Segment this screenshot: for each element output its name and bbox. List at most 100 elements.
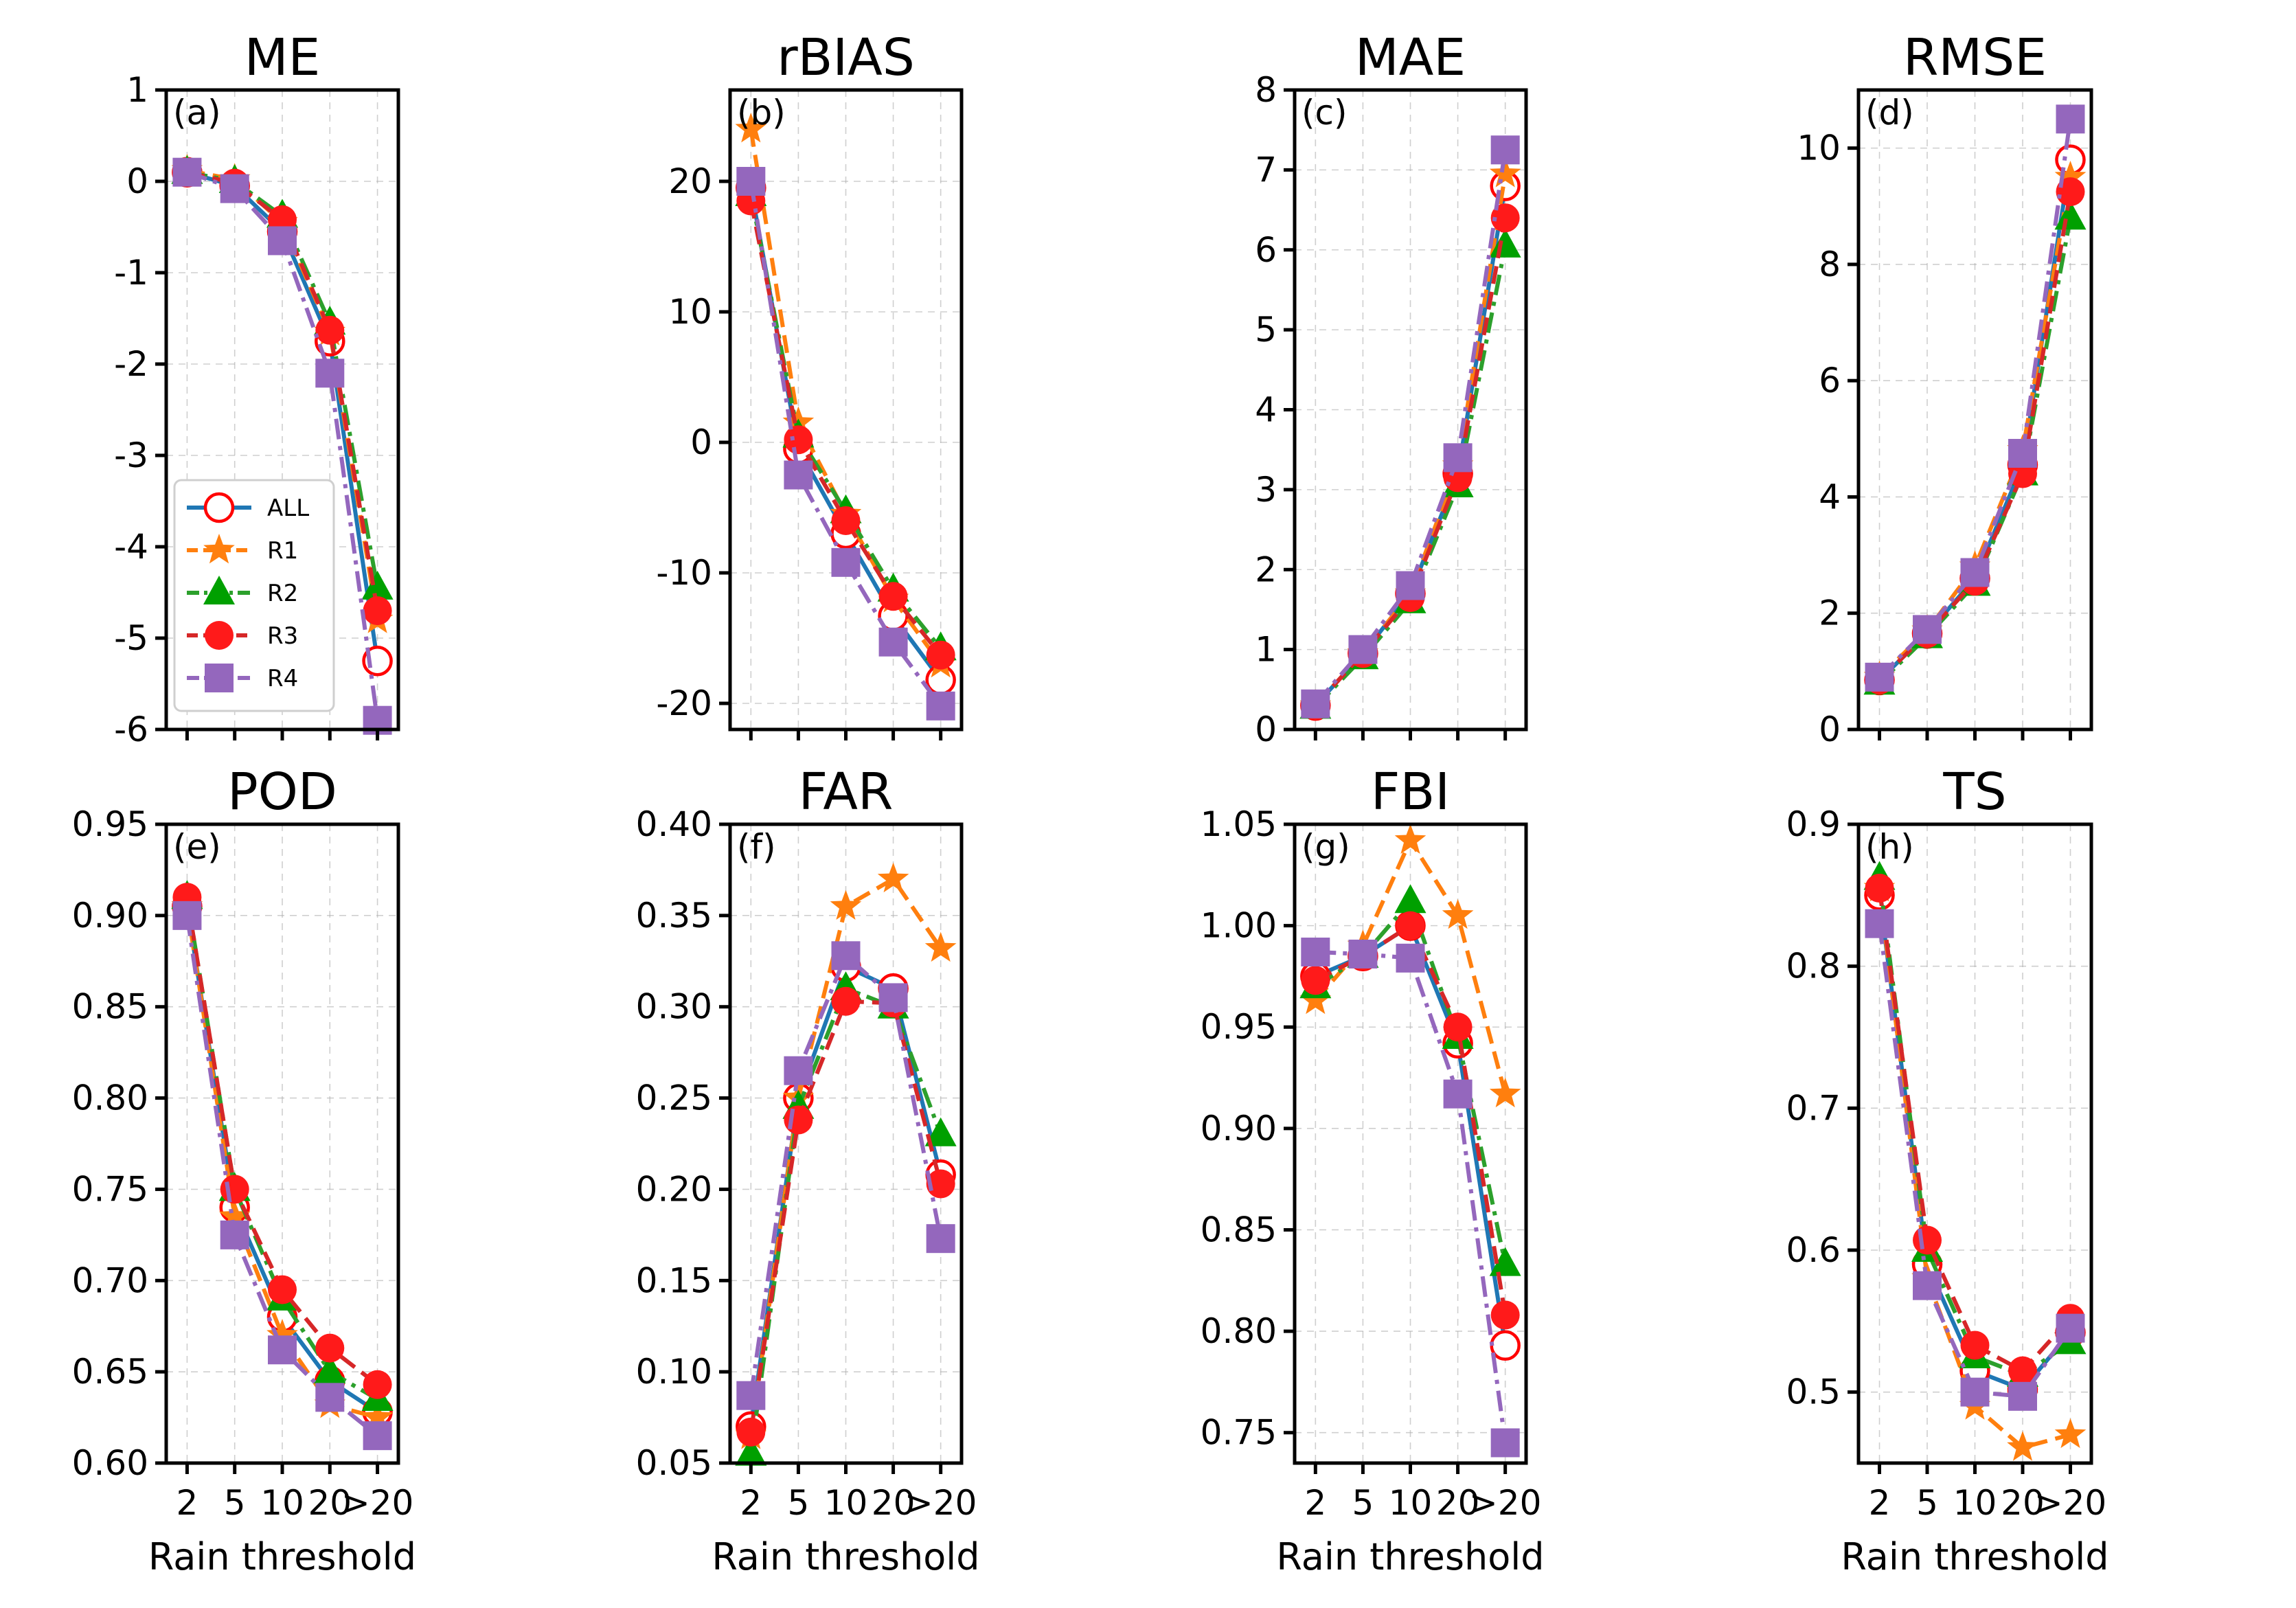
rbias-ytick-label: 0 (690, 422, 712, 462)
fbi-point-r3-10 (1396, 911, 1425, 940)
mae-ytick-label: 1 (1255, 630, 1277, 670)
far-point-r4-10 (831, 941, 861, 971)
pod-point-r3-20 (363, 1370, 392, 1399)
mae-ytick-label: 7 (1255, 150, 1277, 190)
ts-title: TS (1942, 762, 2006, 822)
pod-point-r1-20 (361, 1401, 394, 1431)
fbi-point-r1-20 (1489, 1077, 1521, 1108)
pod-ytick-label: 0.85 (72, 987, 148, 1027)
pod-point-r4-2 (172, 901, 202, 930)
mae-point-r4-20 (1443, 443, 1473, 473)
rbias-series-line-r1 (749, 128, 943, 666)
rbias-point-r4-5 (784, 460, 813, 490)
fbi-point-all-20 (1490, 1330, 1521, 1361)
me-ytick-label: -2 (114, 344, 148, 384)
mae-ytick-label: 6 (1255, 230, 1277, 270)
me-point-r2-20 (361, 570, 394, 600)
pod-xtick-label: >20 (341, 1483, 414, 1523)
rbias-point-r4-20 (878, 627, 908, 657)
legend-label-r2: R2 (267, 580, 298, 607)
mae-point-r4-10 (1396, 571, 1425, 600)
rbias-point-r4-10 (831, 547, 861, 577)
pod-point-r3-10 (268, 1275, 297, 1304)
far-point-r3-5 (784, 1105, 813, 1135)
ts-point-r3-10 (1960, 1330, 1990, 1360)
rbias-series-line-all (749, 187, 943, 681)
ts-ytick-label: 0.8 (1786, 947, 1841, 986)
pod-series-line-r1 (185, 906, 378, 1420)
rmse-point-r4-2 (1865, 662, 1894, 692)
legend-label-r1: R1 (267, 537, 298, 565)
me-point-r3-20 (315, 315, 345, 345)
me-ytick-label: -3 (114, 435, 148, 475)
mae-ytick-label: 0 (1255, 710, 1277, 749)
me-point-r4-20 (315, 359, 345, 388)
legend-label-all: ALL (267, 495, 309, 522)
mae-point-r4-20 (1490, 135, 1520, 165)
pod-point-r4-5 (220, 1220, 249, 1249)
far-xtick-label: 20 (872, 1483, 916, 1523)
legend-label-r3: R3 (267, 622, 298, 650)
mae-series-line-r2 (1314, 245, 1508, 709)
ts-point-r1-20 (2007, 1431, 2038, 1461)
far-panel-label: (f) (737, 827, 776, 867)
far-point-r2-2 (735, 1436, 767, 1466)
rmse-series-line-r2 (1878, 217, 2073, 685)
ts-point-r4-20 (2056, 1313, 2085, 1343)
far-point-r3-20 (926, 1169, 955, 1199)
ts-point-r4-2 (1865, 909, 1894, 938)
fbi-xtick-label: 5 (1352, 1483, 1374, 1523)
ts-point-r4-20 (2008, 1381, 2037, 1411)
fbi-ytick-label: 0.85 (1201, 1210, 1277, 1249)
rbias-point-r3-10 (831, 506, 861, 535)
ts-ytick-label: 0.6 (1786, 1230, 1841, 1270)
mae-ytick-label: 2 (1255, 550, 1277, 589)
rmse-point-r4-10 (1960, 558, 1990, 587)
legend-marker-all (203, 492, 235, 523)
fbi-point-r4-5 (1348, 939, 1378, 969)
rmse-point-r4-20 (2008, 438, 2037, 468)
pod-ytick-label: 0.65 (72, 1352, 148, 1392)
fbi-panel-label: (g) (1302, 827, 1350, 867)
rmse-title: RMSE (1903, 28, 2047, 87)
far-point-r4-5 (784, 1056, 813, 1085)
rmse-ytick-label: 4 (1819, 477, 1841, 517)
ts-ytick-label: 0.5 (1786, 1372, 1841, 1412)
me-ytick-label: 0 (126, 161, 148, 201)
rbias-point-r4-20 (926, 691, 955, 721)
far-point-r4-2 (736, 1381, 766, 1410)
me-ytick-label: -6 (114, 710, 148, 749)
rbias-ytick-label: -20 (656, 683, 712, 723)
legend: ALL R1 R2 R3 R4 (173, 479, 335, 712)
me-panel-label: (a) (173, 93, 221, 133)
pod-xtick-label: 2 (177, 1483, 198, 1523)
pod-ytick-label: 0.70 (72, 1260, 148, 1300)
pod-title: POD (227, 762, 337, 822)
panel-me: 1 0 -1 -2 -3 -4 -5 -6 ME (a) ALL R1 R2 R3 R4 (114, 28, 400, 749)
far-xtick-label: 10 (824, 1483, 868, 1523)
fbi-xaxis-label: Rain threshold (1276, 1535, 1544, 1578)
panel-pod: 0.60 0.65 0.70 0.75 0.80 0.85 0.90 0.95 2 5 10 20>2… (72, 762, 416, 1578)
far-ytick-label: 0.40 (636, 804, 712, 844)
fbi-point-r4-10 (1396, 943, 1425, 973)
far-ytick-label: 0.20 (636, 1169, 712, 1209)
panel-fbi: 0.75 0.80 0.85 0.90 0.95 1.00 1.05 2 5 10 20>20 FBI… (1201, 762, 1545, 1578)
rmse-panel-label: (d) (1865, 93, 1914, 133)
legend-marker-r3 (205, 621, 234, 650)
me-point-r4-5 (220, 174, 249, 203)
far-series-line-r3 (749, 999, 943, 1433)
pod-point-r2-20 (314, 1355, 346, 1384)
fbi-ytick-label: 1.00 (1201, 906, 1277, 946)
mae-ytick-label: 3 (1255, 470, 1277, 510)
pod-xtick-label: 10 (260, 1483, 304, 1523)
fbi-point-r4-20 (1443, 1079, 1473, 1109)
far-xaxis-label: Rain threshold (712, 1535, 979, 1578)
fbi-xtick-label: 10 (1389, 1483, 1433, 1523)
pod-point-r3-20 (315, 1333, 345, 1363)
rmse-ytick-label: 10 (1797, 128, 1841, 168)
legend-box (173, 479, 335, 712)
pod-ytick-label: 0.90 (72, 896, 148, 936)
ts-point-r3-5 (1913, 1225, 1942, 1255)
far-point-r3-2 (736, 1417, 766, 1447)
ts-xaxis-label: Rain threshold (1841, 1535, 2109, 1578)
